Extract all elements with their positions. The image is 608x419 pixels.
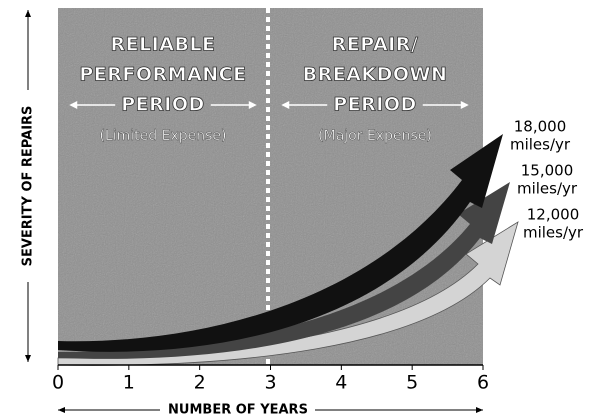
x-tick-label: 5 bbox=[406, 372, 418, 394]
arrow-label: miles/yr bbox=[510, 136, 571, 154]
period-note: (Limited Expense) bbox=[100, 128, 227, 144]
x-arrowhead bbox=[476, 407, 483, 413]
y-arrowhead bbox=[25, 10, 31, 17]
x-tick-label: 1 bbox=[123, 372, 135, 394]
period-note: (Major Expense) bbox=[318, 128, 432, 144]
x-tick-label: 4 bbox=[335, 372, 347, 394]
period-title: BREAKDOWN bbox=[303, 64, 448, 86]
x-tick-label: 3 bbox=[264, 372, 276, 394]
arrow-labels: 18,000miles/yr15,000miles/yr12,000miles/… bbox=[510, 118, 584, 242]
x-axis-label: NUMBER OF YEARS bbox=[168, 403, 308, 418]
period-title: RELIABLE bbox=[110, 34, 215, 56]
x-tick-label: 6 bbox=[477, 372, 489, 394]
arrow-label: miles/yr bbox=[523, 224, 584, 242]
y-axis-label: SEVERITY OF REPAIRS bbox=[21, 106, 36, 267]
x-tick-label: 0 bbox=[52, 372, 64, 394]
arrow-label: 12,000 bbox=[527, 206, 580, 224]
x-ticks: 0 1 2 3 4 5 6 bbox=[52, 365, 489, 394]
period-title: REPAIR/ bbox=[332, 34, 419, 56]
arrow-label: miles/yr bbox=[517, 180, 578, 198]
y-arrowhead bbox=[25, 355, 31, 362]
period-title: PERIOD bbox=[333, 94, 417, 116]
period-title: PERIOD bbox=[121, 94, 205, 116]
arrow-label: 18,000 bbox=[514, 118, 567, 136]
x-arrowhead bbox=[58, 407, 65, 413]
period-title: PERFORMANCE bbox=[79, 64, 246, 86]
diagram: RELIABLE PERFORMANCE PERIOD (Limited Expens… bbox=[0, 0, 608, 419]
arrow-label: 15,000 bbox=[521, 162, 574, 180]
x-tick-label: 2 bbox=[194, 372, 206, 394]
